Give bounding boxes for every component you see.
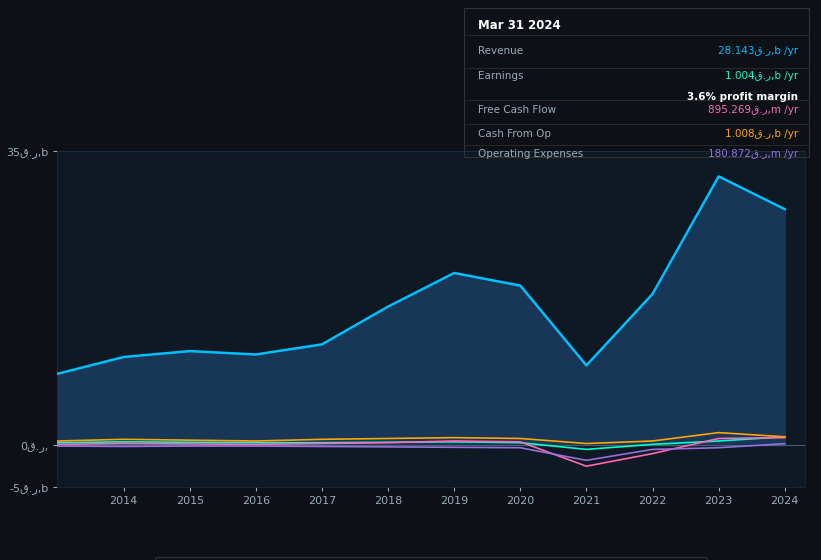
Text: 1.004ق.ر,b /yr: 1.004ق.ر,b /yr: [725, 71, 798, 81]
Text: 1.008ق.ر,b /yr: 1.008ق.ر,b /yr: [725, 129, 798, 139]
Text: Mar 31 2024: Mar 31 2024: [478, 19, 561, 32]
Text: Free Cash Flow: Free Cash Flow: [478, 105, 556, 115]
Text: 180.872ق.ر,m /yr: 180.872ق.ر,m /yr: [709, 150, 798, 160]
Legend: Revenue, Earnings, Free Cash Flow, Cash From Op, Operating Expenses: Revenue, Earnings, Free Cash Flow, Cash …: [155, 557, 707, 560]
Text: Earnings: Earnings: [478, 71, 523, 81]
Text: 3.6% profit margin: 3.6% profit margin: [687, 91, 798, 101]
Text: 28.143ق.ر,b /yr: 28.143ق.ر,b /yr: [718, 45, 798, 55]
Text: Operating Expenses: Operating Expenses: [478, 150, 583, 160]
Text: Revenue: Revenue: [478, 45, 523, 55]
Text: 895.269ق.ر,m /yr: 895.269ق.ر,m /yr: [708, 105, 798, 115]
Text: Cash From Op: Cash From Op: [478, 129, 551, 139]
